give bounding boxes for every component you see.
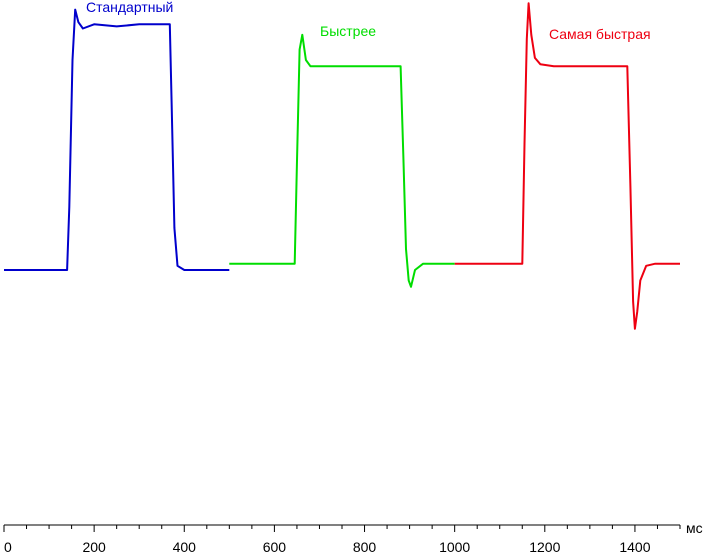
x-tick-label: 1400 bbox=[619, 539, 650, 555]
x-tick-label: 400 bbox=[173, 539, 197, 555]
x-tick-label: 1200 bbox=[529, 539, 560, 555]
series-line-2 bbox=[229, 33, 455, 288]
x-tick-label: 1000 bbox=[439, 539, 470, 555]
x-axis-unit-label: мс bbox=[686, 520, 703, 536]
series-group bbox=[4, 2, 680, 330]
series-label-faster: Быстрее bbox=[320, 23, 376, 39]
series-line-1 bbox=[4, 8, 230, 271]
x-tick-label: 600 bbox=[263, 539, 287, 555]
x-tick-label: 800 bbox=[353, 539, 377, 555]
series-label-standard: Стандартный bbox=[86, 0, 173, 15]
series-line-3 bbox=[454, 2, 680, 330]
series-label-fastest: Самая быстрая bbox=[549, 26, 651, 42]
x-tick-label: 200 bbox=[82, 539, 106, 555]
x-tick-label: 0 bbox=[4, 539, 12, 555]
x-axis: 0 200 400 600 800 1000 1200 1400 bbox=[3, 524, 681, 555]
